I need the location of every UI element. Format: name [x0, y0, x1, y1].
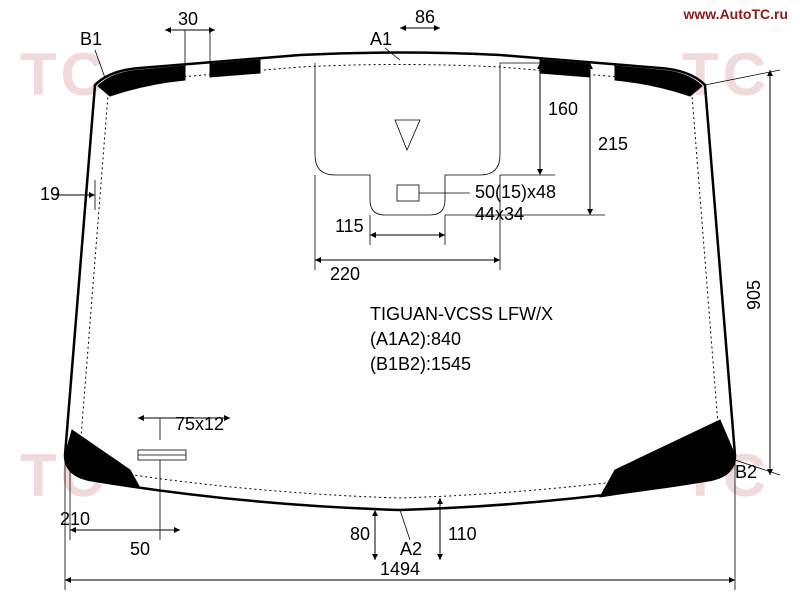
dim-80: 80	[350, 524, 370, 544]
sensor-cutout	[315, 63, 500, 215]
part-line3: (B1B2):1545	[370, 354, 471, 374]
part-line1: TIGUAN-VCSS LFW/X	[370, 304, 553, 324]
dim-160: 160	[548, 99, 578, 119]
label-b2: B2	[735, 462, 757, 482]
black-corner-bl	[65, 430, 140, 488]
dim-1494: 1494	[380, 559, 420, 579]
windshield-diagram: B1 B2 A1 A2 30 86 160 215 19 115 50(15)x…	[0, 0, 800, 600]
dim-75x12: 75x12	[175, 414, 224, 434]
dim-905: 905	[744, 280, 764, 310]
dim-44x34: 44x34	[475, 204, 524, 224]
label-a2: A2	[400, 539, 422, 559]
dim-19: 19	[40, 184, 60, 204]
dim-86: 86	[415, 7, 435, 27]
black-corner-br	[600, 420, 735, 497]
dim-215: 215	[598, 134, 628, 154]
dim-115: 115	[335, 216, 364, 236]
black-band-top-right	[615, 66, 702, 96]
dim-220: 220	[330, 264, 360, 284]
part-line2: (A1A2):840	[370, 329, 461, 349]
dim-50: 50	[130, 539, 150, 559]
dim-50-15-48: 50(15)x48	[475, 182, 556, 202]
mirror-triangle	[395, 120, 420, 150]
black-band-top-left	[98, 66, 185, 96]
glass-outer	[65, 53, 735, 511]
rain-sensor-rect	[397, 185, 419, 201]
label-b1: B1	[80, 29, 102, 49]
label-a1: A1	[370, 29, 392, 49]
dim-110: 110	[448, 524, 477, 544]
dim-30: 30	[178, 9, 198, 29]
dim-210: 210	[60, 509, 90, 529]
